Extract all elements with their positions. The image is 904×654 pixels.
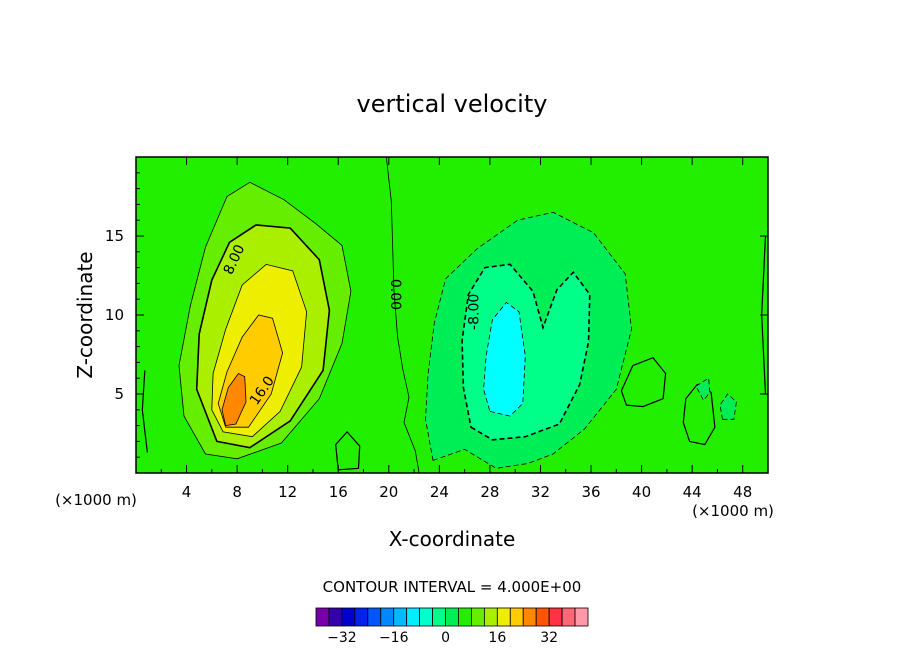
x-axis-ticks: 4 8 12 16 20 24 28 32 36 40 44 48 — [160, 157, 752, 501]
colorbar-tick-label: −16 — [379, 630, 409, 646]
colorbar-swatch — [458, 607, 472, 627]
x-tick-label: 24 — [430, 483, 449, 501]
x-unit-label: (×1000 m) — [55, 491, 137, 509]
colorbar-swatch — [393, 607, 408, 627]
chart-title: vertical velocity — [357, 90, 548, 118]
x-tick-label: 40 — [632, 483, 651, 501]
colorbar-swatch — [341, 607, 356, 627]
colorbar-swatch — [471, 607, 485, 627]
colorbar-swatch — [496, 607, 511, 627]
colorbar-swatch — [561, 607, 576, 627]
colorbar-swatch — [354, 607, 369, 627]
x-axis-label: X-coordinate — [389, 527, 516, 551]
x-tick-label: 28 — [480, 483, 499, 501]
colorbar-swatch — [380, 607, 395, 627]
x-tick-label: 44 — [683, 483, 702, 501]
y-tick-label: 10 — [105, 306, 124, 324]
colorbar-tick-label: −32 — [327, 630, 357, 646]
colorbar-swatch — [483, 607, 498, 627]
colorbar-swatch — [315, 607, 330, 627]
small-negative-cell — [695, 377, 711, 402]
x-tick-label: 4 — [182, 483, 192, 501]
colorbar-swatch — [406, 607, 421, 627]
colorbar-swatch — [522, 607, 537, 627]
updraft-contour-20 — [221, 372, 247, 427]
x-tick-label: 20 — [379, 483, 398, 501]
colorbar-swatch — [445, 607, 459, 627]
left-edge-contour — [141, 370, 148, 453]
y-axis-label: Z-coordinate — [73, 251, 97, 378]
colorbar-swatch — [432, 607, 446, 627]
small-negative-cell — [719, 393, 737, 420]
colorbar-tick-label: 0 — [441, 630, 450, 646]
x-tick-label: 16 — [329, 483, 348, 501]
x-tick-label: 36 — [581, 483, 600, 501]
small-positive-cell — [335, 430, 361, 471]
y-unit-label: (×1000 m) — [692, 502, 774, 520]
x-tick-label: 12 — [278, 483, 297, 501]
y-tick-label: 5 — [114, 385, 124, 403]
colorbar: −32 −16 0 16 32 — [315, 607, 589, 646]
y-tick-label: 15 — [105, 227, 124, 245]
colorbar-swatch — [367, 607, 382, 627]
colorbar-tick-label: 32 — [540, 630, 558, 646]
colorbar-swatch — [509, 607, 524, 627]
colorbar-swatch — [574, 607, 589, 627]
colorbar-swatch — [419, 607, 433, 627]
colorbar-tick-label: 16 — [488, 630, 506, 646]
x-tick-label: 48 — [733, 483, 752, 501]
contour-fill-layer — [141, 157, 767, 473]
small-positive-cell — [620, 356, 667, 408]
contour-interval-label: CONTOUR INTERVAL = 4.000E+00 — [323, 578, 582, 596]
contour-value-label: 0.00 — [387, 279, 403, 310]
colorbar-swatch — [328, 607, 343, 627]
colorbar-swatch — [535, 607, 550, 627]
colorbar-swatch — [548, 607, 563, 627]
x-tick-label: 32 — [531, 483, 550, 501]
y-axis-ticks: 5 10 15 — [105, 172, 768, 458]
zero-contour — [385, 157, 420, 473]
downdraft-contour-minus12 — [483, 301, 526, 417]
contour-value-label: -8.00 — [467, 294, 483, 330]
x-tick-label: 8 — [232, 483, 242, 501]
